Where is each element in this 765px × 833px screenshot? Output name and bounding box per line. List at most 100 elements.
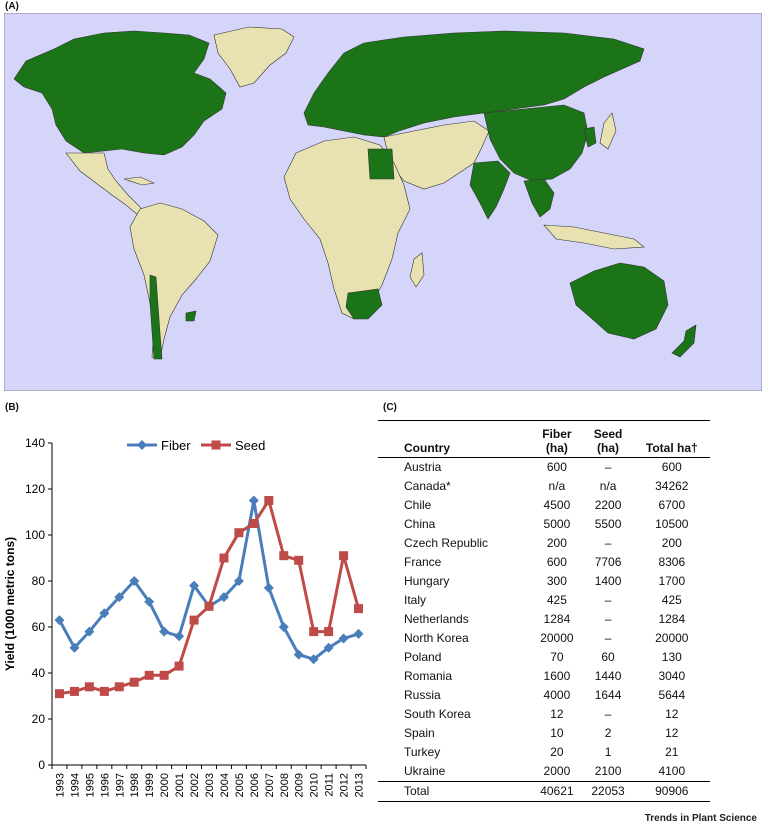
data-point-fiber (144, 596, 155, 607)
x-tick-label: 2007 (264, 773, 276, 797)
data-point-fiber (54, 615, 65, 626)
cell-country: North Korea (404, 631, 469, 645)
data-point-fiber (189, 580, 200, 591)
y-tick-label: 40 (32, 666, 46, 680)
panel-label-c: (C) (383, 402, 397, 413)
x-tick-label: 2013 (354, 773, 366, 797)
data-point-fiber (278, 622, 289, 632)
data-point-fiber (293, 649, 304, 660)
data-point-seed (69, 686, 79, 696)
land-greenland (213, 26, 295, 88)
cell-seed: – (604, 631, 612, 645)
land-uruguay-highlighted (185, 310, 197, 322)
cell-fiber: 12 (550, 707, 564, 721)
data-point-fiber (323, 642, 334, 653)
cell-seed: 5500 (594, 517, 622, 531)
cell-country: Romania (404, 669, 453, 683)
data-point-seed (219, 553, 229, 563)
cell-seed: – (604, 593, 612, 607)
y-tick-label: 140 (25, 436, 45, 450)
data-point-seed (84, 682, 94, 692)
data-point-fiber (248, 495, 259, 506)
data-point-fiber (159, 626, 170, 637)
land-new-zealand-highlighted (671, 324, 697, 358)
cell-country: Czech Republic (404, 536, 489, 550)
total-label: Total (404, 784, 430, 798)
y-tick-label: 100 (25, 528, 45, 542)
cell-country: Austria (404, 460, 442, 474)
cell-fiber: 425 (546, 593, 567, 607)
land-india-highlighted (469, 160, 511, 220)
data-point-seed (54, 689, 64, 699)
data-point-seed (339, 551, 349, 561)
header-fiber: Fiber (ha) (531, 421, 582, 458)
header-seed-line1: Seed (593, 427, 623, 441)
table-row: China 5000 5500 10500 (378, 515, 710, 534)
x-tick-label: 1995 (84, 773, 96, 797)
x-tick-label: 2002 (189, 773, 201, 797)
cell-country: Chile (404, 498, 432, 512)
x-tick-label: 2006 (249, 773, 261, 797)
data-point-seed (279, 551, 289, 561)
x-tick-label: 2011 (324, 773, 336, 797)
cell-total: 3040 (658, 669, 686, 683)
x-tick-label: 2008 (279, 773, 291, 797)
x-tick-label: 1998 (129, 773, 141, 797)
x-tick-label: 1993 (54, 773, 66, 797)
data-point-seed (189, 615, 199, 625)
y-tick-label: 20 (32, 712, 46, 726)
cell-seed: – (604, 460, 612, 474)
legend-marker-seed (211, 440, 221, 450)
cell-total: 12 (665, 726, 679, 740)
legend-marker-fiber (137, 440, 147, 450)
cell-total: 20000 (655, 631, 689, 645)
table-row: Spain 10 2 12 (378, 724, 710, 743)
cell-total: 12 (665, 707, 679, 721)
table-row: Ukraine 2000 2100 4100 (378, 762, 710, 782)
land-madagascar (409, 252, 425, 288)
data-point-seed (204, 601, 214, 611)
y-tick-label: 60 (32, 620, 46, 634)
data-point-seed (99, 686, 109, 696)
cell-fiber: 5000 (543, 517, 571, 531)
cell-total: 8306 (658, 555, 686, 569)
cell-fiber: 4500 (543, 498, 571, 512)
cell-country: Ukraine (404, 764, 446, 778)
cell-fiber: 4000 (543, 688, 571, 702)
cell-seed: 2100 (594, 764, 622, 778)
x-tick-label: 2003 (204, 773, 216, 797)
land-indonesia (543, 224, 645, 250)
land-se-asia-highlighted (523, 178, 555, 218)
cell-country: Italy (404, 593, 427, 607)
header-seed-line2: (ha) (597, 441, 620, 455)
data-point-fiber (233, 576, 244, 586)
x-tick-label: 1999 (144, 773, 156, 797)
legend-label-fiber: Fiber (161, 438, 191, 453)
table-row: Austria 600 – 600 (378, 458, 710, 478)
land-south-africa-highlighted (345, 288, 383, 320)
cell-country: France (404, 555, 442, 569)
cell-total: 34262 (655, 479, 689, 493)
x-tick-label: 2005 (234, 773, 246, 797)
yield-chart: 0 20 40 60 80 100 120 140 1993 1994 1995 1996 1997 19… (0, 418, 380, 828)
cell-country: Canada* (404, 479, 451, 493)
x-tick-label: 1994 (69, 773, 81, 797)
cell-seed: 7706 (594, 555, 622, 569)
table-row: Hungary 300 1400 1700 (378, 572, 710, 591)
cell-seed: 1440 (594, 669, 622, 683)
cell-fiber: 600 (546, 555, 567, 569)
cell-seed: – (604, 536, 612, 550)
cell-country: Spain (404, 726, 435, 740)
cell-seed: 2200 (594, 498, 622, 512)
x-tick-label: 2009 (294, 773, 306, 797)
land-north-america-highlighted (13, 30, 227, 156)
cell-fiber: n/a (548, 479, 566, 493)
table-row: Netherlands 1284 – 1284 (378, 610, 710, 629)
land-japan (599, 112, 617, 150)
table-row: Romania 1600 1440 3040 (378, 667, 710, 686)
table-body: Austria 600 – 600 Canada* n/a n/a 34262 Chile 450… (378, 458, 710, 782)
y-tick-label: 80 (32, 574, 46, 588)
hemp-table: Country Fiber (ha) Seed (ha) Total ha† A… (378, 420, 710, 802)
cell-country: Turkey (404, 745, 441, 759)
